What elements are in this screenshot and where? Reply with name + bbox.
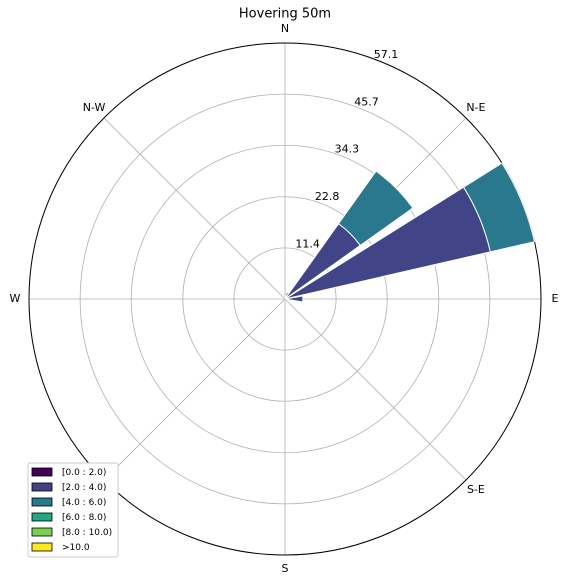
grid-spoke — [103, 298, 286, 481]
legend-swatch — [31, 542, 53, 552]
wedge — [337, 170, 414, 247]
legend-swatch — [31, 512, 53, 522]
radial-tick-label: 57.1 — [374, 48, 399, 61]
chart-title: Hovering 50m — [239, 7, 331, 22]
direction-label: N-E — [466, 101, 485, 114]
legend-swatch — [31, 527, 53, 537]
legend-swatch — [31, 467, 53, 477]
radial-tick-label: 11.4 — [295, 237, 320, 250]
legend: [0.0 : 2.0) [2.0 : 4.0) [4.0 : 6.0) [6.0 : … — [27, 462, 119, 558]
legend-label: [4.0 : 6.0) — [62, 498, 106, 508]
outer-frame — [28, 42, 542, 556]
legend-swatch — [31, 497, 53, 507]
legend-swatch — [31, 482, 53, 492]
direction-label: N-W — [83, 101, 106, 114]
wedge — [284, 295, 304, 303]
legend-label: [0.0 : 2.0) — [62, 468, 106, 478]
grid-spoke — [284, 298, 467, 481]
wedge — [462, 162, 536, 253]
radial-tick-label: 22.8 — [315, 190, 340, 203]
radial-tick-label: 45.7 — [354, 95, 379, 108]
direction-label: S-E — [467, 483, 485, 496]
radial-tick-label: 34.3 — [335, 143, 360, 156]
legend-label: [2.0 : 4.0) — [62, 483, 106, 493]
legend-label: >10.0 — [62, 543, 90, 553]
legend-label: [8.0 : 10.0) — [62, 528, 112, 538]
direction-label: E — [552, 292, 559, 305]
direction-label: S — [282, 562, 289, 575]
grid-spoke — [103, 117, 286, 300]
legend-label: [6.0 : 8.0) — [62, 513, 106, 523]
direction-label: W — [10, 292, 21, 305]
direction-label: N — [281, 22, 289, 35]
